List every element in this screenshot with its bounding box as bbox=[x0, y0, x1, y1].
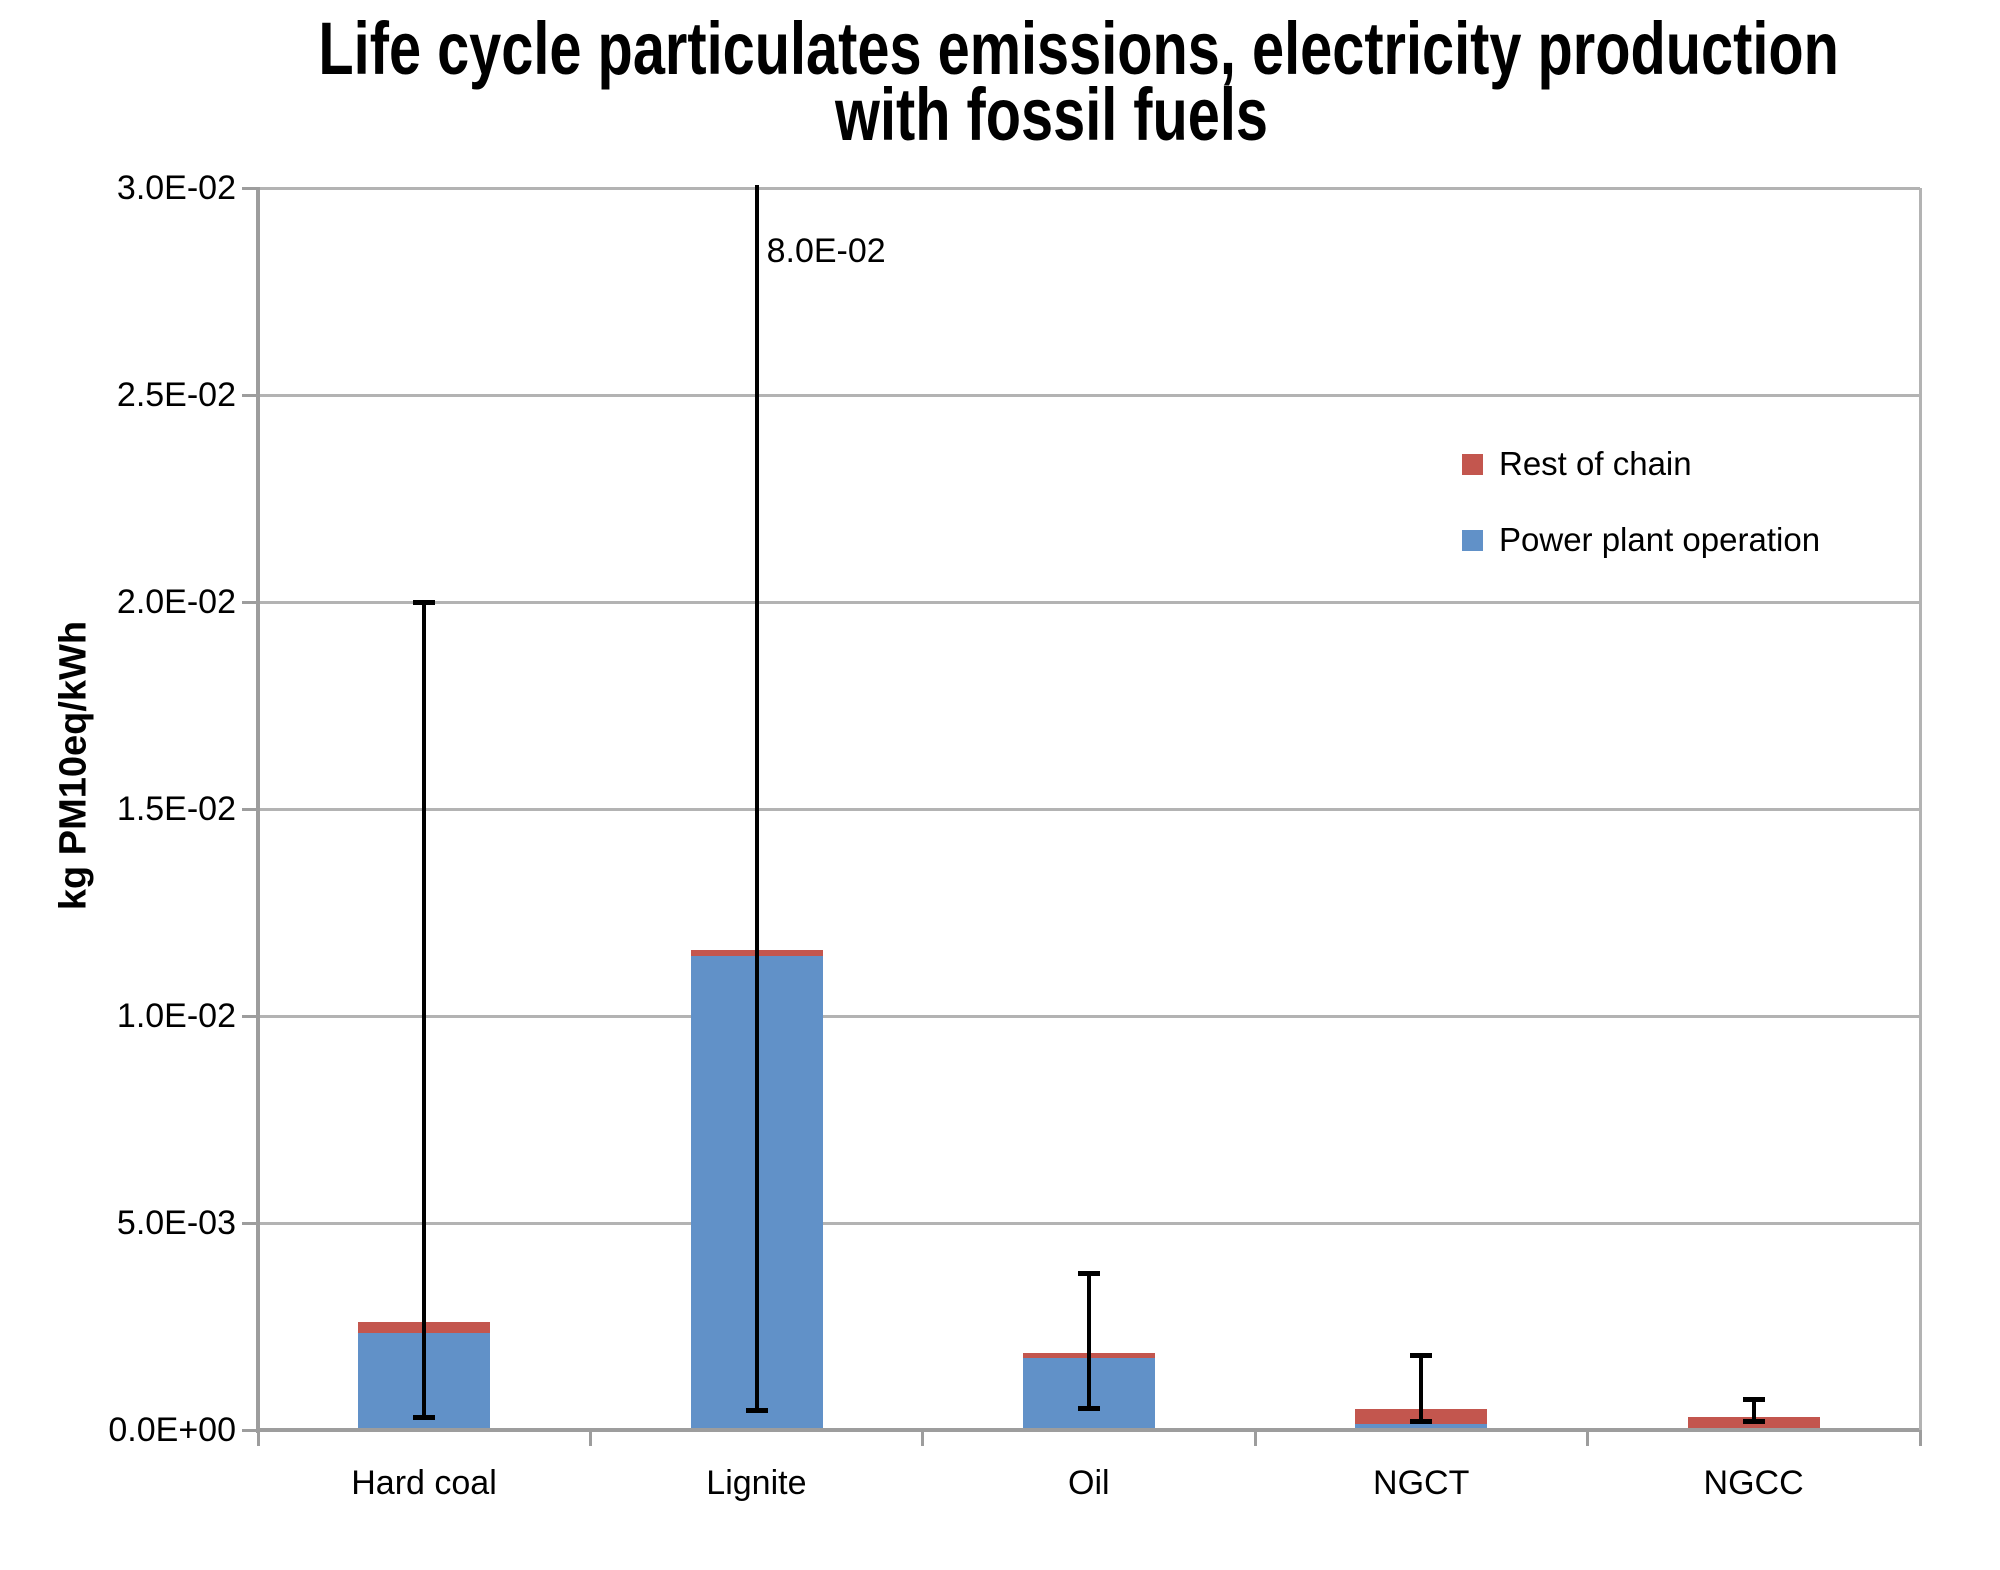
error-bar-cap-top bbox=[1742, 1396, 1765, 1402]
x-axis-tick bbox=[1918, 1430, 1922, 1446]
x-axis-tick bbox=[1586, 1430, 1590, 1446]
legend-item: Rest of chain bbox=[1462, 445, 1820, 482]
y-axis-tick bbox=[242, 1221, 258, 1225]
error-bar-line bbox=[422, 602, 427, 1418]
error-bar-cap-bottom bbox=[413, 1414, 436, 1420]
error-bar-cap-top bbox=[1078, 1270, 1100, 1276]
y-axis-tick-label: 2.5E-02 bbox=[116, 376, 236, 414]
bar-segment-power-plant-operation bbox=[1355, 1423, 1488, 1428]
chart-title: Life cycle particulates emissions, elect… bbox=[104, 7, 2000, 156]
gridline bbox=[258, 807, 1920, 811]
y-axis-tick-label: 5.0E-03 bbox=[116, 1204, 236, 1242]
gridline bbox=[258, 1221, 1920, 1225]
error-bar-cap-bottom bbox=[745, 1408, 768, 1414]
chart-title-line1: Life cycle particulates emissions, elect… bbox=[318, 7, 1839, 90]
error-bar-cap-bottom bbox=[1742, 1418, 1765, 1424]
plot-right-border bbox=[1919, 188, 1922, 1430]
error-bar-cap-top bbox=[1410, 1353, 1433, 1359]
gridline bbox=[258, 600, 1920, 604]
error-bar-line bbox=[1419, 1355, 1424, 1422]
y-axis-tick bbox=[242, 807, 258, 811]
x-axis-tick bbox=[1253, 1430, 1257, 1446]
x-axis-category-label: NGCT bbox=[1373, 1464, 1470, 1502]
y-axis-tick-label: 1.0E-02 bbox=[116, 997, 236, 1035]
error-bar-line bbox=[754, 185, 759, 1412]
y-axis-tick bbox=[242, 186, 258, 190]
x-axis-category-label: Lignite bbox=[706, 1464, 807, 1502]
error-bar-line bbox=[1087, 1272, 1091, 1410]
legend: Rest of chain Power plant operation bbox=[1462, 445, 1821, 600]
gridline bbox=[258, 393, 1920, 397]
chart-title-line2: with fossil fuels bbox=[835, 73, 1269, 156]
legend-label: Rest of chain bbox=[1499, 445, 1692, 482]
offscale-value-annotation: 8.0E-02 bbox=[766, 232, 886, 270]
y-axis-tick-label: 0.0E+00 bbox=[108, 1411, 236, 1449]
error-bar-cap-top bbox=[413, 600, 436, 605]
gridline bbox=[258, 1014, 1920, 1018]
y-axis-tick-label: 1.5E-02 bbox=[116, 790, 236, 828]
y-axis-tick bbox=[242, 393, 258, 397]
legend-swatch-icon bbox=[1462, 453, 1483, 475]
y-axis-tick-label: 3.0E-02 bbox=[116, 169, 236, 207]
y-axis-tick bbox=[242, 600, 258, 604]
x-axis-tick bbox=[256, 1430, 260, 1446]
error-bar-line bbox=[1751, 1398, 1756, 1422]
legend-label: Power plant operation bbox=[1499, 521, 1821, 558]
x-axis-category-label: Oil bbox=[1068, 1464, 1110, 1502]
x-axis-line bbox=[256, 1428, 1922, 1432]
x-axis-tick bbox=[921, 1430, 925, 1446]
y-axis-tick bbox=[242, 1428, 258, 1432]
x-axis-category-label: Hard coal bbox=[351, 1464, 497, 1502]
legend-swatch-icon bbox=[1462, 529, 1483, 551]
legend-item: Power plant operation bbox=[1462, 521, 1821, 558]
error-bar-cap-bottom bbox=[1078, 1406, 1100, 1412]
x-axis-tick bbox=[588, 1430, 592, 1446]
y-axis-tick-label: 2.0E-02 bbox=[116, 583, 236, 621]
gridline bbox=[258, 186, 1920, 190]
error-bar-cap-bottom bbox=[1410, 1418, 1433, 1424]
y-axis-line bbox=[256, 187, 260, 1433]
x-axis-category-label: NGCC bbox=[1703, 1464, 1804, 1502]
y-axis-tick bbox=[242, 1014, 258, 1018]
